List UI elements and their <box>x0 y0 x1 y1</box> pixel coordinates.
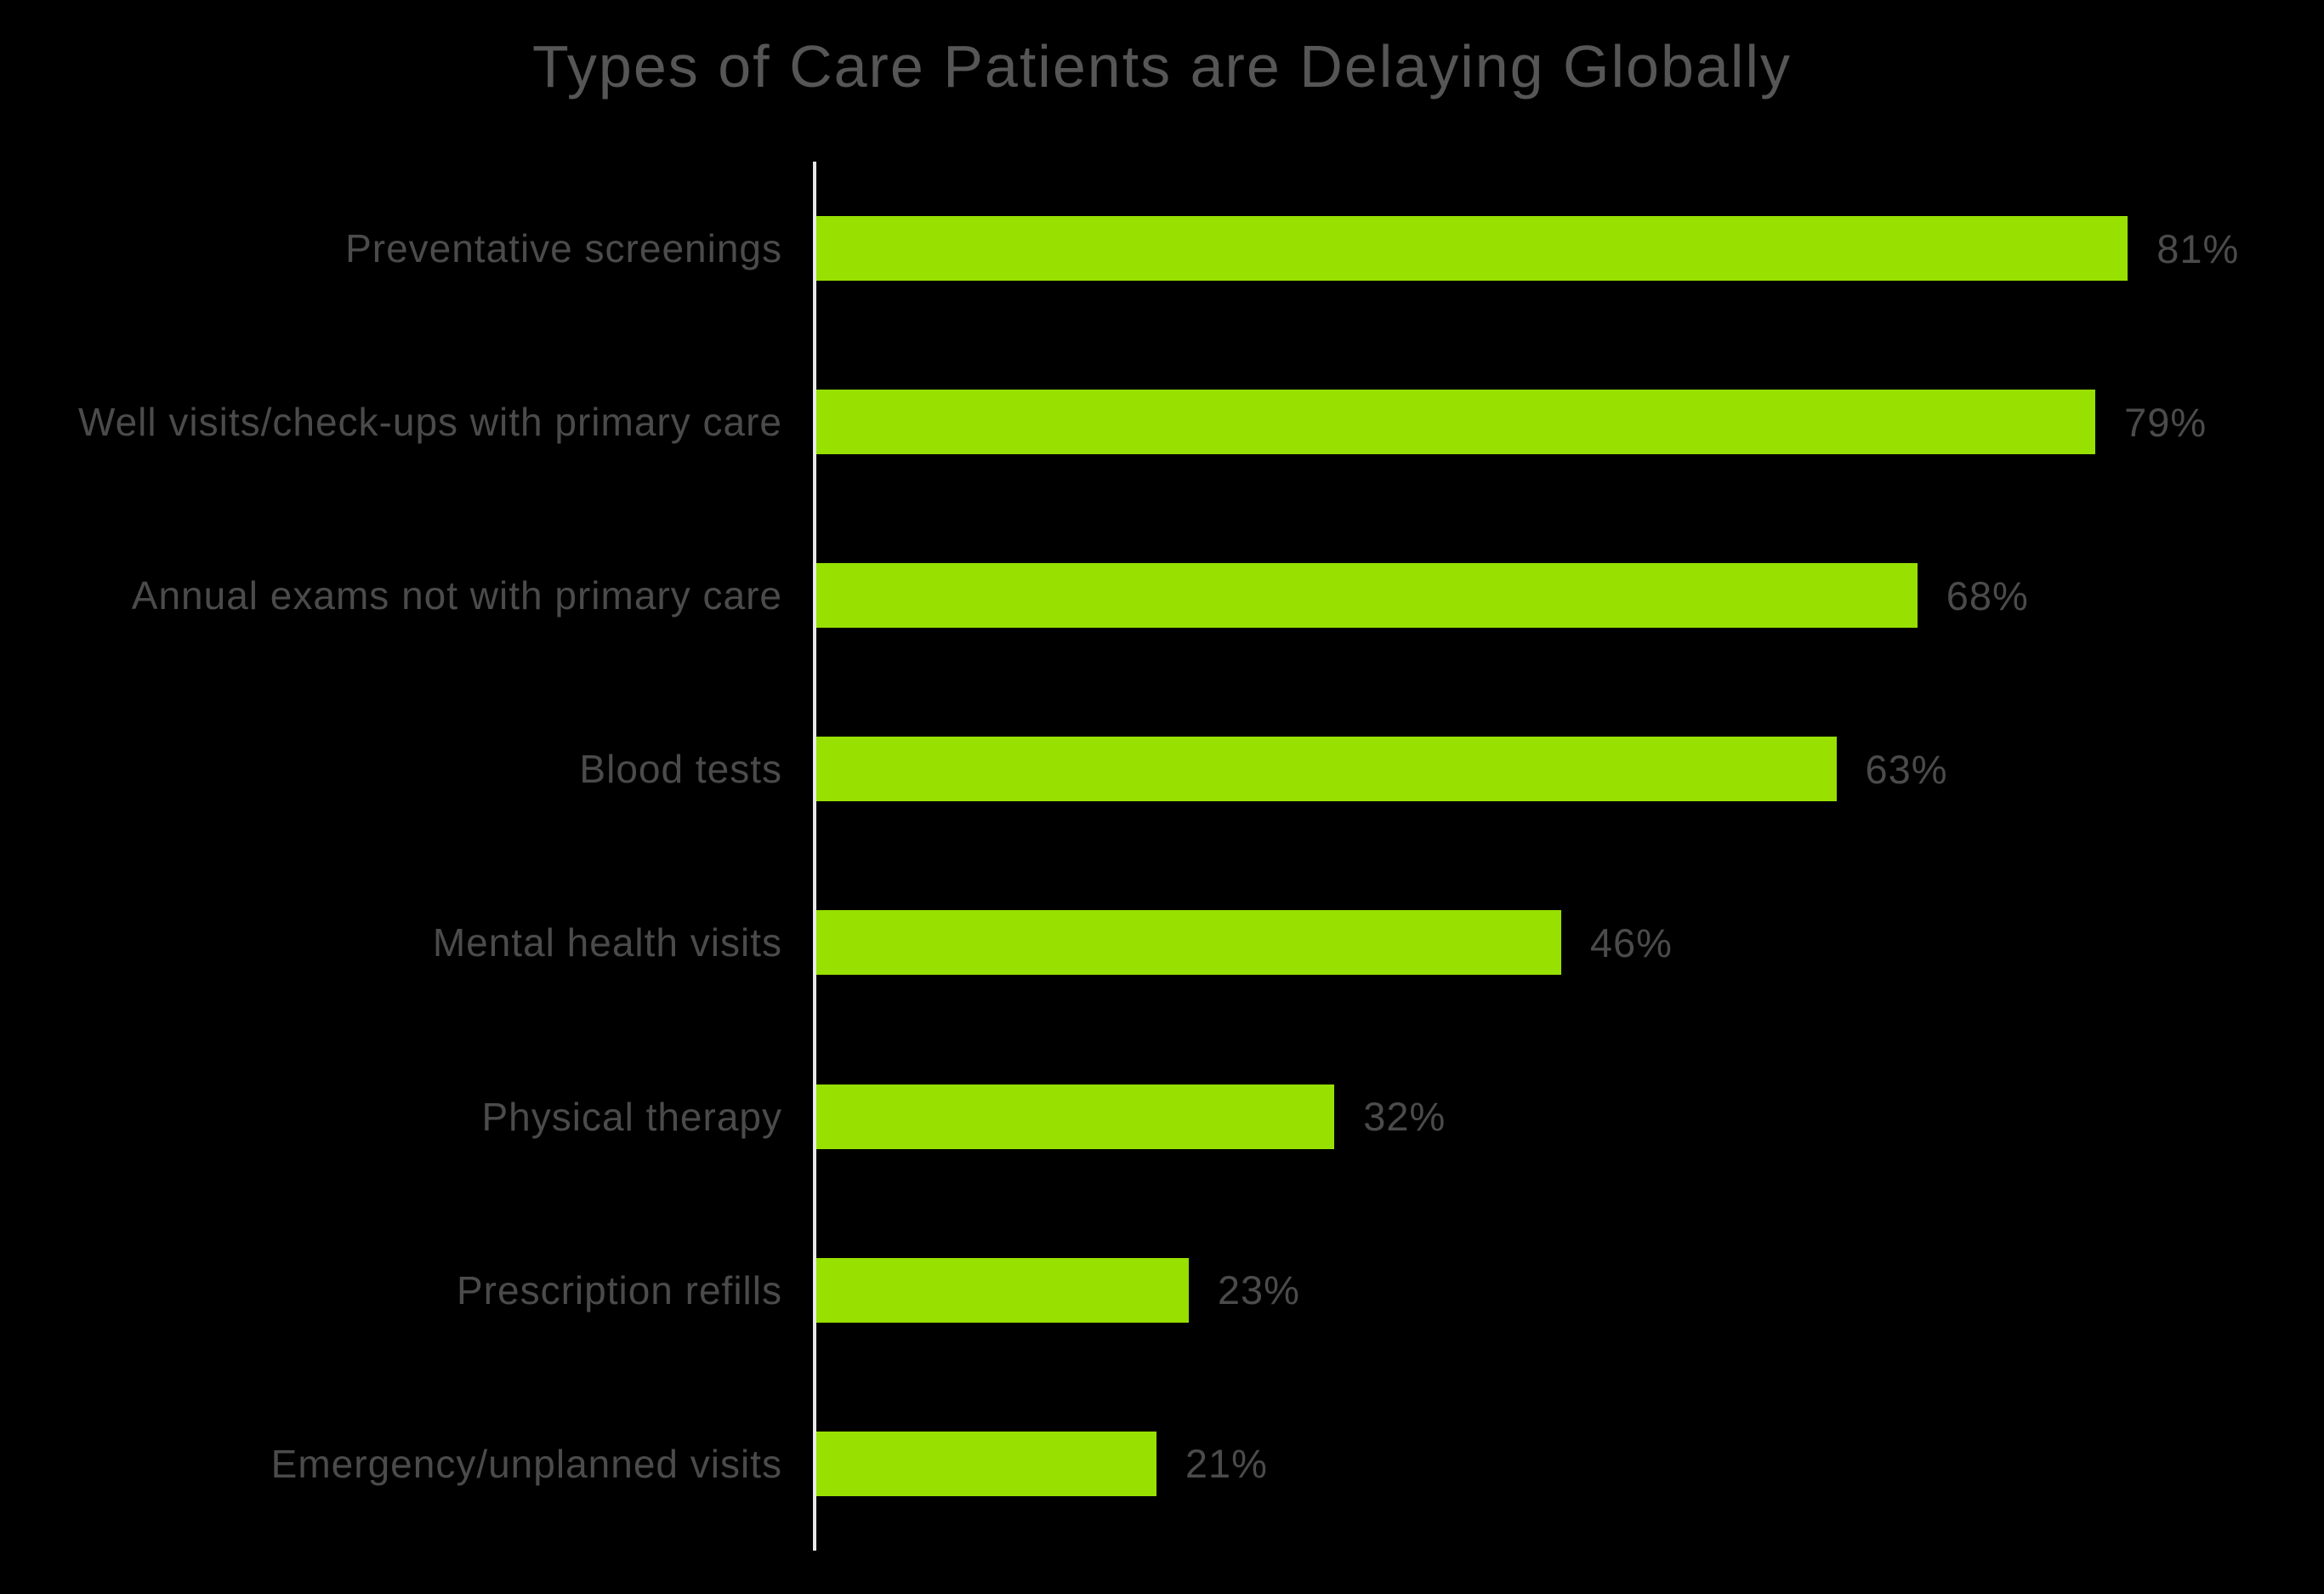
bar-row: Physical therapy 32% <box>0 1029 2324 1203</box>
category-label: Physical therapy <box>481 1094 782 1139</box>
value-label: 79% <box>2124 399 2208 445</box>
category-label: Prescription refills <box>457 1267 782 1312</box>
category-label: Preventative screenings <box>345 226 782 271</box>
category-label: Annual exams not with primary care <box>131 573 782 618</box>
bar-rows: Preventative screenings 81% Well visits/… <box>0 162 2324 1551</box>
chart-title: Types of Care Patients are Delaying Glob… <box>532 33 1792 100</box>
category-label: Blood tests <box>579 747 782 792</box>
bar-row: Mental health visits 46% <box>0 856 2324 1029</box>
category-label: Well visits/check-ups with primary care <box>77 400 782 445</box>
bar <box>816 737 1837 802</box>
bar <box>816 1084 1335 1149</box>
bar <box>816 216 2128 282</box>
bar <box>816 390 2096 455</box>
bar-row: Annual exams not with primary care 68% <box>0 509 2324 682</box>
y-axis-line <box>813 162 816 1551</box>
value-label: 23% <box>1217 1267 1300 1313</box>
bar <box>816 563 1918 629</box>
bar <box>816 1431 1156 1496</box>
value-label: 46% <box>1589 919 1673 965</box>
bar-row: Preventative screenings 81% <box>0 162 2324 335</box>
value-label: 21% <box>1185 1441 1268 1487</box>
bar-row: Blood tests 63% <box>0 682 2324 856</box>
bar <box>816 1257 1189 1323</box>
bar <box>816 910 1561 976</box>
bar-row: Emergency/unplanned visits 21% <box>0 1377 2324 1551</box>
category-label: Mental health visits <box>432 920 782 965</box>
bar-group: 32% <box>816 1084 1446 1149</box>
bar-row: Prescription refills 23% <box>0 1204 2324 1377</box>
bar-group: 23% <box>816 1257 1300 1323</box>
value-label: 81% <box>2156 225 2240 271</box>
value-label: 63% <box>1865 746 1948 792</box>
value-label: 32% <box>1363 1094 1446 1140</box>
bar-group: 68% <box>816 563 2029 629</box>
bar-group: 81% <box>816 216 2240 282</box>
value-label: 68% <box>1946 572 2029 618</box>
bar-group: 63% <box>816 737 1948 802</box>
bar-group: 79% <box>816 390 2208 455</box>
category-label: Emergency/unplanned visits <box>270 1441 782 1486</box>
bar-row: Well visits/check-ups with primary care … <box>0 335 2324 509</box>
bar-group: 21% <box>816 1431 1268 1496</box>
bar-group: 46% <box>816 910 1673 976</box>
